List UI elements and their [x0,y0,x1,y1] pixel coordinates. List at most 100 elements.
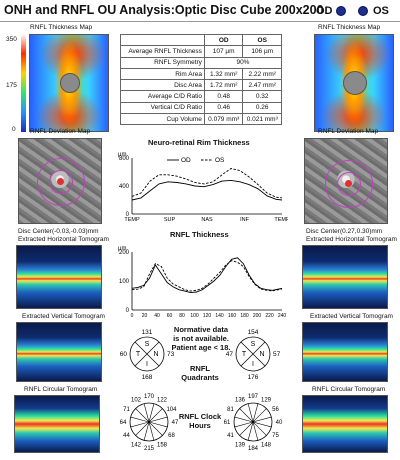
clock-hour-value: 56 [272,407,279,413]
os-rnfl-circular-tomogram[interactable] [302,395,388,453]
series-line-od [131,179,283,201]
quadrant-letter-n: N [259,351,264,358]
clock-divider [252,421,267,436]
legend-label-od: OD [181,157,191,164]
quadrant-value-i: 176 [248,374,259,381]
clock-hour-value: 71 [123,407,130,413]
row-label: Vertical C/D Ratio [120,101,205,115]
clock-hour-value: 81 [227,407,234,413]
od-value: 0.46 [203,101,244,115]
clock-divider [252,408,267,423]
x-tick-label: 180 [240,313,249,319]
x-tick-label: 80 [179,313,185,319]
clock-hour-value: 142 [131,443,142,449]
table-row: Average C/D Ratio 0.48 0.32 [120,90,282,103]
od-disc-center: Disc Center(-0.03,-0.03)mm [18,228,99,235]
x-tick-label: 220 [265,313,274,319]
y-tick-label: 200 [119,250,130,256]
os-value: 106 µm [242,45,282,58]
y-axis-unit-label: µm [118,246,126,252]
quadrant-letter-i: I [146,361,148,368]
os-rnfl-thickness-map[interactable] [314,34,394,132]
table-row: Rim Area 1.32 mm² 2.22 mm² [120,67,282,81]
os-value: 2.22 mm² [242,67,282,81]
x-tick-label: 160 [228,313,237,319]
clock-divider [239,421,254,436]
y-tick-label: 100 [119,279,130,285]
header-os: OS [242,33,282,47]
y-tick-label: 800 [119,156,130,162]
od-label: OD [316,5,333,17]
clock-divider [252,416,272,423]
summary-table: OD OS Average RNFL Thickness 107 µm 106 … [120,33,283,126]
od-rnfl-deviation-map[interactable] [18,138,102,224]
quadrant-divider [134,341,160,367]
os-horizontal-tomogram[interactable] [302,245,388,309]
od-scale-tick-175: 175 [6,82,17,89]
clock-hour-value: 104 [167,407,178,413]
clock-divider [143,421,150,441]
clock-divider [130,421,150,428]
x-tick-label: 120 [203,313,212,319]
clock-hours-title: RNFL Clock Hours [178,412,222,430]
os-deviation-map-title: RNFL Deviation Map [318,128,379,135]
od-scale-tick-350: 350 [6,36,17,43]
clock-hour-value: 148 [261,443,272,449]
x-tick-label: INF [240,217,250,223]
clock-hour-value: 215 [144,446,155,452]
clock-hour-value: 136 [235,397,246,403]
quadrant-value-n: 57 [273,351,281,358]
od-vertical-tomogram[interactable] [16,322,102,382]
clock-hour-value: 75 [272,433,279,439]
table-row: Disc Area 1.72 mm² 2.47 mm² [120,79,282,92]
symmetry-value: 90% [203,56,283,69]
clock-divider [148,421,168,428]
os-vertical-tomogram[interactable] [302,322,388,382]
clock-divider [148,403,155,423]
table-row: RNFL Symmetry 90% [120,56,283,69]
quadrant-value-t: 47 [226,351,234,358]
od-rnfl-thickness-map[interactable] [29,34,109,132]
row-label: Average RNFL Thickness [120,45,205,58]
od-horizontal-tomogram[interactable] [16,245,102,309]
x-tick-label: NAS [201,217,213,223]
quadrant-letter-s: S [251,341,256,348]
os-label: OS [373,5,389,17]
clock-divider [148,421,155,441]
os-eye-marker-icon [358,6,368,16]
od-rnfl-circular-tomogram[interactable] [14,395,100,453]
table-row: Cup Volume 0.079 mm³ 0.021 mm³ [120,113,282,126]
od-eye-marker-icon [336,6,346,16]
quadrant-letter-t: T [242,351,247,358]
row-label: RNFL Symmetry [120,56,205,69]
clock-divider [130,416,150,423]
table-row: Vertical C/D Ratio 0.46 0.26 [120,101,282,115]
quadrant-value-i: 168 [142,374,153,381]
clock-hour-value: 170 [144,394,155,400]
quadrant-value-n: 73 [167,351,175,358]
header-blank [120,33,205,47]
report-header: ONH and RNFL OU Analysis:Optic Disc Cube… [0,0,400,22]
normative-note: Normative data is not available. Patient… [171,325,231,352]
od-value: 1.72 mm² [203,79,244,92]
os-rnfl-deviation-map[interactable] [304,138,388,224]
series-line-od [131,257,283,294]
od-value: 1.32 mm² [203,67,244,81]
os-vertical-tomogram-title: Extracted Vertical Tomogram [310,313,393,320]
header-od: OD [203,33,244,47]
od-value: 0.48 [203,90,244,103]
os-circular-tomogram-title: RNFL Circular Tomogram [312,386,386,393]
summary-table-header: OD OS [120,33,282,47]
row-label: Average C/D Ratio [120,90,205,103]
clock-divider [148,421,163,436]
clock-hour-value: 139 [235,443,246,449]
clock-divider [135,408,150,423]
clock-hour-value: 122 [157,397,168,403]
clock-hour-value: 158 [157,443,168,449]
x-tick-label: 20 [142,313,148,319]
od-value: 0.079 mm³ [203,113,244,126]
series-line-os [131,168,283,199]
